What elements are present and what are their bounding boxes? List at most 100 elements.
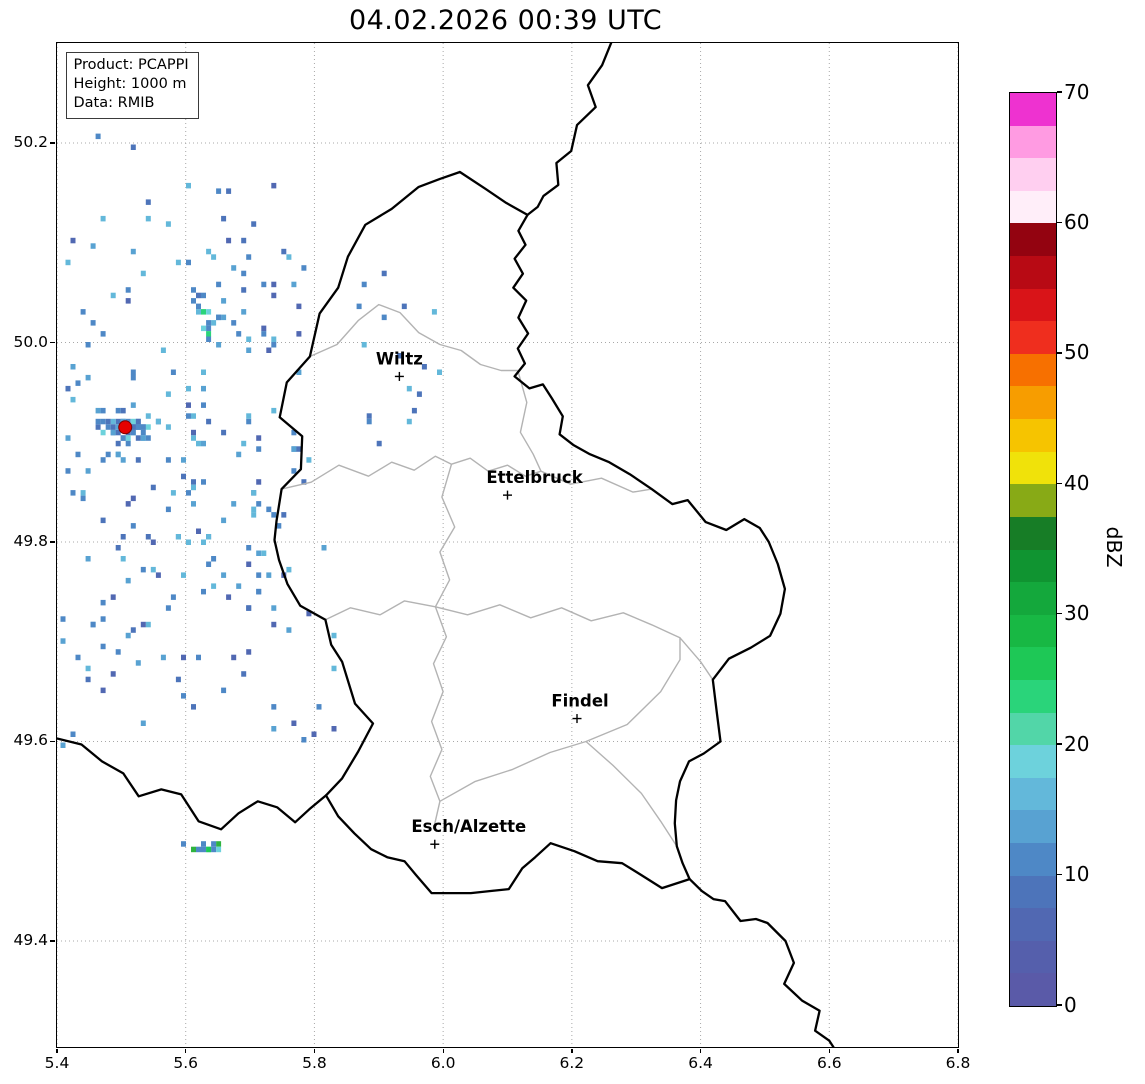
colorbar-tick-label: 50 bbox=[1064, 340, 1090, 365]
echo-pixel bbox=[270, 604, 276, 611]
echo-pixel bbox=[110, 292, 116, 298]
echo-pixel bbox=[120, 407, 126, 413]
echo-pixel bbox=[240, 670, 246, 677]
echo-pixel bbox=[105, 423, 111, 430]
canton-border bbox=[280, 455, 541, 490]
echo-pixel bbox=[140, 720, 146, 726]
echo-pixel bbox=[220, 571, 226, 578]
echo-pixel bbox=[170, 593, 176, 600]
echo-pixel bbox=[240, 270, 246, 276]
echo-pixel bbox=[210, 840, 216, 847]
colorbar-segment bbox=[1010, 614, 1056, 648]
echo-pixel bbox=[180, 692, 186, 699]
echo-pixel bbox=[200, 539, 206, 545]
echo-pixel bbox=[200, 385, 206, 391]
echo-pixel bbox=[205, 336, 211, 342]
echo-pixel bbox=[85, 665, 91, 671]
radar-echoes bbox=[60, 133, 442, 852]
echo-pixel bbox=[260, 325, 266, 331]
echo-pixel bbox=[145, 621, 151, 627]
echo-pixel bbox=[255, 478, 261, 485]
x-tickmark bbox=[957, 1048, 959, 1053]
echo-pixel bbox=[110, 418, 116, 424]
echo-pixel bbox=[100, 330, 106, 337]
echo-pixel bbox=[185, 259, 191, 265]
colorbar-segment bbox=[1010, 712, 1056, 746]
echo-pixel bbox=[285, 253, 291, 260]
echo-pixel bbox=[270, 292, 276, 298]
echo-pixel bbox=[165, 456, 171, 463]
echo-pixel bbox=[115, 423, 121, 430]
echo-pixel bbox=[135, 423, 141, 430]
colorbar-segment bbox=[1010, 842, 1056, 876]
echo-pixel bbox=[105, 451, 111, 457]
figure-title: 04.02.2026 00:39 UTC bbox=[348, 5, 663, 36]
city-label: Esch/Alzette bbox=[411, 817, 526, 836]
echo-pixel bbox=[255, 550, 261, 556]
echo-pixel bbox=[321, 544, 326, 550]
echo-pixel bbox=[356, 303, 362, 309]
colorbar-segment bbox=[1010, 483, 1056, 517]
echo-pixel bbox=[130, 522, 136, 529]
colorbar-tickmark bbox=[1056, 612, 1062, 615]
colorbar-segment bbox=[1010, 222, 1056, 257]
echo-pixel bbox=[105, 418, 111, 424]
echo-pixel bbox=[210, 319, 216, 326]
echo-pixel bbox=[215, 341, 221, 347]
echo-pixel bbox=[290, 445, 296, 452]
echo-pixel bbox=[115, 440, 121, 446]
echo-pixel bbox=[250, 220, 256, 227]
echo-pixel bbox=[401, 303, 407, 309]
echo-pixel bbox=[195, 654, 201, 660]
colorbar-segment bbox=[1010, 809, 1056, 843]
echo-pixel bbox=[245, 336, 251, 342]
echo-pixel bbox=[100, 687, 106, 693]
echo-pixel bbox=[210, 253, 216, 260]
echo-pixel bbox=[270, 725, 276, 731]
echo-pixel bbox=[200, 440, 206, 446]
echo-pixel bbox=[305, 456, 311, 463]
colorbar-tickmark bbox=[1056, 91, 1062, 93]
echo-pixel bbox=[125, 577, 131, 583]
info-product-line: Product: PCAPPI bbox=[73, 56, 189, 73]
colorbar-tick-label: 0 bbox=[1064, 992, 1077, 1017]
echo-pixel bbox=[150, 566, 156, 572]
echo-pixel bbox=[265, 506, 271, 512]
colorbar-tickmark bbox=[1056, 482, 1062, 485]
echo-pixel bbox=[110, 593, 116, 600]
x-tickmark bbox=[699, 1048, 702, 1053]
echo-pixel bbox=[235, 330, 241, 337]
echo-pixel bbox=[190, 297, 196, 304]
echo-pixel bbox=[130, 401, 136, 408]
echo-pixel bbox=[260, 281, 266, 287]
echo-pixel bbox=[145, 215, 151, 221]
echo-pixel bbox=[220, 517, 226, 523]
echo-pixel bbox=[120, 456, 126, 463]
y-tickmark bbox=[50, 341, 55, 344]
echo-pixel bbox=[245, 544, 251, 550]
echo-pixel bbox=[220, 215, 226, 221]
echo-pixel bbox=[205, 248, 211, 254]
echo-pixel bbox=[70, 396, 75, 402]
echo-pixel bbox=[125, 286, 131, 293]
colorbar-tick-label: 30 bbox=[1064, 601, 1090, 626]
echo-pixel bbox=[60, 615, 65, 622]
echo-pixel bbox=[65, 259, 70, 265]
echo-pixel bbox=[170, 489, 176, 496]
colorbar-tickmark bbox=[1056, 743, 1062, 745]
echo-pixel bbox=[220, 297, 226, 304]
echo-pixel bbox=[185, 539, 191, 545]
colorbar-segment bbox=[1010, 549, 1056, 583]
echo-pixel bbox=[145, 434, 151, 441]
echo-pixel bbox=[331, 632, 336, 638]
colorbar-tick-label: 70 bbox=[1064, 79, 1090, 104]
echo-pixel bbox=[200, 369, 206, 375]
echo-pixel bbox=[235, 582, 241, 589]
echo-pixel bbox=[436, 369, 442, 375]
echo-pixel bbox=[250, 511, 256, 518]
echo-pixel bbox=[200, 292, 206, 298]
national-border bbox=[56, 736, 327, 830]
echo-pixel bbox=[125, 632, 131, 638]
echo-pixel bbox=[70, 731, 75, 737]
colorbar-tickmark bbox=[1056, 352, 1062, 354]
